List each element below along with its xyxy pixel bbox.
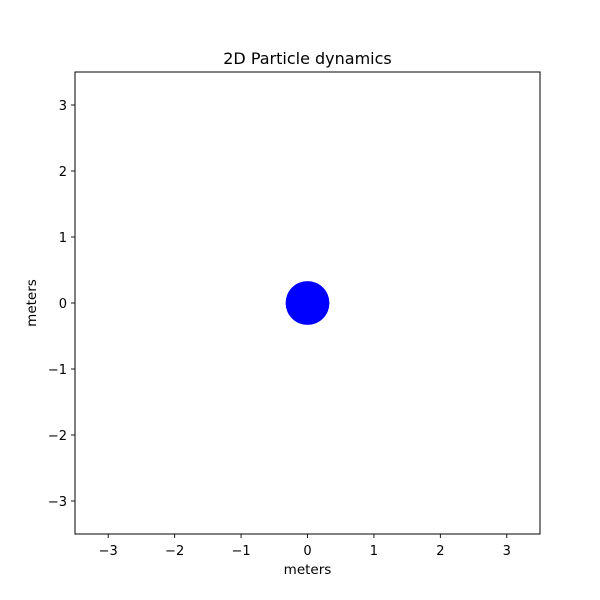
- x-tick-label: 3: [503, 544, 511, 559]
- x-axis: −3 −2 −1 0 1 2 3: [99, 534, 511, 559]
- x-tick-label: −1: [231, 544, 250, 559]
- y-tick-label: −3: [48, 495, 67, 510]
- y-tick-label: 2: [59, 165, 67, 180]
- x-tick-label: 1: [370, 544, 378, 559]
- y-axis: −3 −2 −1 0 1 2 3: [48, 99, 75, 510]
- x-axis-label: meters: [284, 562, 332, 578]
- y-tick-label: −1: [48, 363, 67, 378]
- plot-area: [285, 281, 330, 325]
- chart-title: 2D Particle dynamics: [223, 49, 392, 68]
- y-tick-label: 1: [59, 231, 67, 246]
- x-tick-label: −2: [165, 544, 184, 559]
- y-axis-label: meters: [24, 279, 40, 327]
- x-tick-label: −3: [99, 544, 118, 559]
- x-tick-label: 0: [303, 544, 311, 559]
- x-tick-label: 2: [436, 544, 444, 559]
- particle-point: [285, 281, 330, 325]
- y-tick-label: 3: [59, 99, 67, 114]
- y-tick-label: −2: [48, 429, 67, 444]
- y-tick-label: 0: [59, 297, 67, 312]
